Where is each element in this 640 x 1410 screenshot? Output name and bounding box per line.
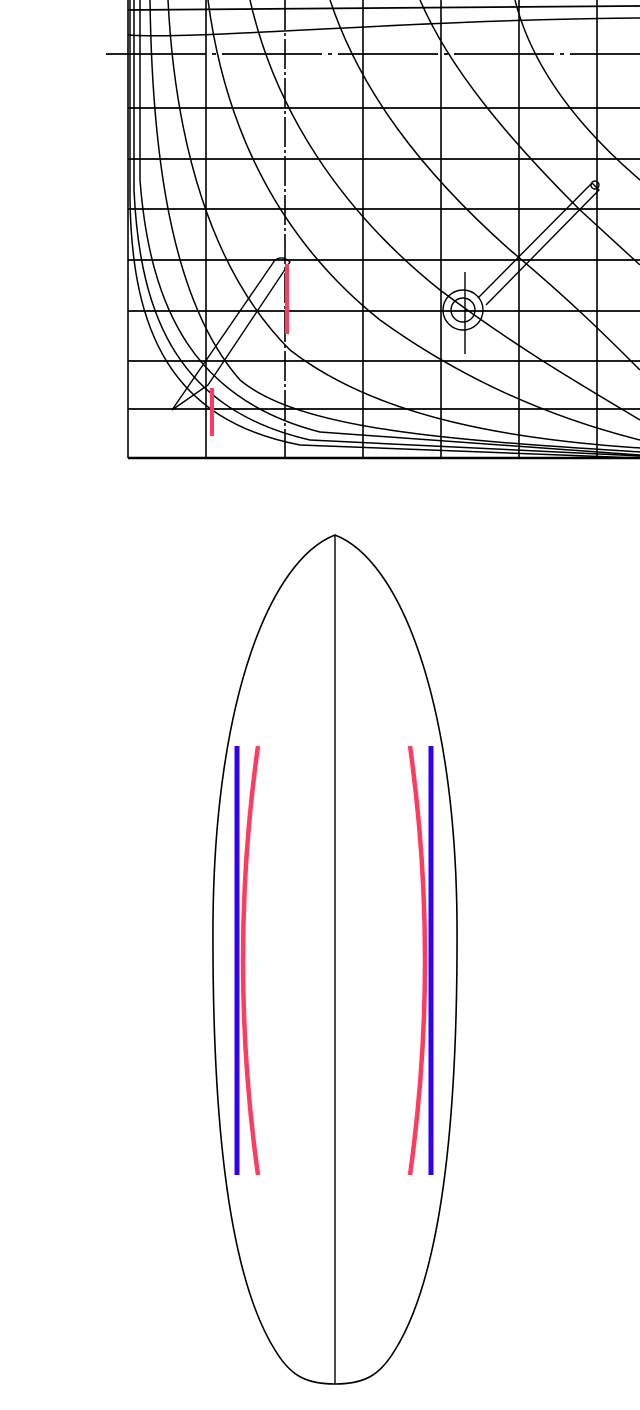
section-curves	[127, 0, 640, 459]
section-curve	[127, 17, 640, 37]
section-curve	[207, 0, 640, 441]
section-curve	[514, 0, 640, 181]
section-curve	[249, 0, 640, 421]
red-curve-right	[407, 745, 428, 1176]
section-curve	[133, 0, 640, 457]
grid-horizontals	[106, 5, 640, 460]
red-curve-left	[240, 745, 261, 1176]
section-curve	[419, 0, 640, 266]
section-curve	[139, 0, 640, 456]
anchor-left	[171, 257, 291, 411]
hull-body-plan	[106, 0, 640, 460]
board-outline-plan	[212, 534, 458, 1385]
anchor-right	[442, 180, 600, 354]
section-curve	[329, 0, 640, 371]
section-curve	[129, 0, 640, 459]
section-curve	[149, 0, 640, 453]
section-curve	[167, 0, 640, 449]
grid-verticals	[127, 0, 598, 458]
